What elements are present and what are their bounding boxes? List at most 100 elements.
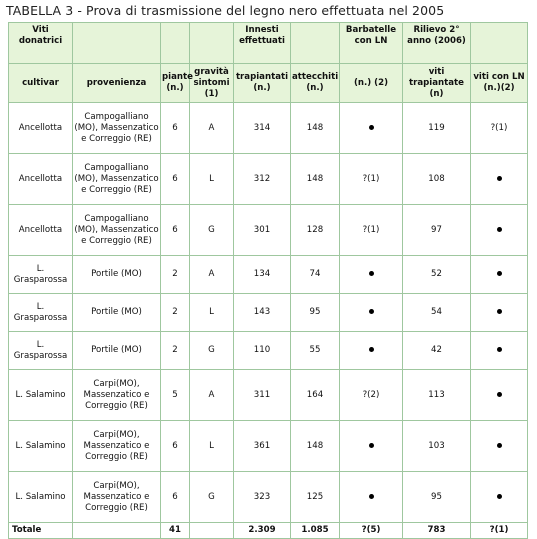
cell-barbatelle — [339, 293, 403, 332]
col-attecchiti: attecchiti (n.) — [290, 63, 340, 103]
cell-barbatelle — [339, 331, 403, 370]
cell-attecchiti: 125 — [290, 471, 340, 523]
cell-viti-trapiantate: 108 — [402, 153, 471, 205]
cell-trapiantati: 323 — [233, 471, 291, 523]
cell-provenienza: Portile (MO) — [72, 255, 161, 294]
cell-viti-con-ln — [470, 204, 528, 256]
totals-attecchiti: 1.085 — [290, 522, 340, 539]
totals-trapiantati: 2.309 — [233, 522, 291, 539]
bullet-dot-icon — [496, 347, 502, 352]
cell-trapiantati: 312 — [233, 153, 291, 205]
cell-trapiantati: 301 — [233, 204, 291, 256]
cell-viti-con-ln — [470, 293, 528, 332]
cell-piante: 6 — [160, 153, 190, 205]
cell-gravita: A — [189, 369, 234, 421]
table-body: Ancellotta Campogalliano (MO), Massenzati… — [8, 102, 528, 523]
col-cultivar: cultivar — [8, 63, 73, 103]
cell-viti-con-ln — [470, 153, 528, 205]
cell-gravita: L — [189, 293, 234, 332]
cell-attecchiti: 95 — [290, 293, 340, 332]
cell-cultivar: L. Salamino — [8, 471, 73, 523]
col-viti-trapiantate: viti trapiantate (n) — [402, 63, 471, 103]
header-empty — [470, 22, 528, 64]
header-rilievo: Rilievo 2° anno (2006) — [402, 22, 471, 64]
header-barbatelle: Barbatelle con LN — [339, 22, 403, 64]
table-row: L. Grasparossa Portile (MO) 2 L 143 95 54 — [8, 293, 528, 332]
cell-barbatelle: ?(1) — [339, 153, 403, 205]
cell-provenienza: Campogalliano (MO), Massenzatico e Corre… — [72, 204, 161, 256]
cell-trapiantati: 110 — [233, 331, 291, 370]
table-caption: TABELLA 3 - Prova di trasmissione del le… — [6, 3, 445, 18]
cell-viti-con-ln: ?(1) — [470, 102, 528, 154]
cell-viti-trapiantate: 42 — [402, 331, 471, 370]
bullet-dot-icon — [496, 493, 502, 499]
cell-viti-trapiantate: 54 — [402, 293, 471, 332]
cell-attecchiti: 148 — [290, 420, 340, 472]
cell-gravita: G — [189, 204, 234, 256]
table-row: L. Grasparossa Portile (MO) 2 G 110 55 42 — [8, 331, 528, 370]
cell-piante: 2 — [160, 293, 190, 332]
cell-provenienza: Portile (MO) — [72, 293, 161, 332]
header-viti-donatrici: Viti donatrici — [8, 22, 73, 64]
cell-cultivar: L. Salamino — [8, 420, 73, 472]
cell-viti-con-ln — [470, 369, 528, 421]
cell-cultivar: L. Salamino — [8, 369, 73, 421]
table-row: L. Grasparossa Portile (MO) 2 A 134 74 52 — [8, 255, 528, 294]
cell-cultivar: Ancellotta — [8, 204, 73, 256]
cell-provenienza: Carpi(MO), Massenzatico e Correggio (RE) — [72, 369, 161, 421]
totals-viti-con-ln: ?(1) — [470, 522, 528, 539]
col-piante: piante (n.) — [160, 63, 193, 103]
bullet-dot-icon — [368, 442, 374, 448]
cell-cultivar: L. Grasparossa — [8, 293, 73, 332]
totals-label: Totale — [8, 522, 73, 539]
bullet-dot-icon — [496, 309, 502, 314]
cell-gravita: L — [189, 153, 234, 205]
bullet-dot-icon — [368, 124, 374, 130]
header-empty — [290, 22, 340, 64]
cell-gravita: G — [189, 471, 234, 523]
totals-empty — [72, 522, 161, 539]
cell-viti-trapiantate: 113 — [402, 369, 471, 421]
bullet-dot-icon — [368, 347, 374, 352]
cell-trapiantati: 143 — [233, 293, 291, 332]
bullet-dot-icon — [496, 391, 502, 397]
group-header-row: Viti donatrici Innesti effettuati Barbat… — [8, 22, 528, 64]
header-empty — [72, 22, 161, 64]
cell-viti-con-ln — [470, 331, 528, 370]
header-empty — [189, 22, 234, 64]
cell-viti-con-ln — [470, 420, 528, 472]
cell-attecchiti: 164 — [290, 369, 340, 421]
data-table: Viti donatrici Innesti effettuati Barbat… — [8, 22, 528, 539]
cell-viti-trapiantate: 119 — [402, 102, 471, 154]
bullet-dot-icon — [496, 175, 502, 181]
cell-attecchiti: 74 — [290, 255, 340, 294]
header-empty — [160, 22, 190, 64]
totals-viti-trapiantate: 783 — [402, 522, 471, 539]
col-provenienza: provenienza — [72, 63, 161, 103]
cell-piante: 2 — [160, 255, 190, 294]
cell-barbatelle — [339, 471, 403, 523]
cell-trapiantati: 311 — [233, 369, 291, 421]
cell-viti-con-ln — [470, 471, 528, 523]
bullet-dot-icon — [368, 493, 374, 499]
cell-trapiantati: 134 — [233, 255, 291, 294]
cell-gravita: G — [189, 331, 234, 370]
cell-trapiantati: 314 — [233, 102, 291, 154]
col-barbatelle-n: (n.) (2) — [339, 63, 403, 103]
cell-cultivar: L. Grasparossa — [8, 331, 73, 370]
cell-gravita: A — [189, 255, 234, 294]
cell-piante: 6 — [160, 102, 190, 154]
cell-piante: 6 — [160, 420, 190, 472]
bullet-dot-icon — [496, 442, 502, 448]
cell-piante: 5 — [160, 369, 190, 421]
bullet-dot-icon — [368, 271, 374, 276]
cell-provenienza: Carpi(MO), Massenzatico e Correggio (RE) — [72, 420, 161, 472]
table-row: Ancellotta Campogalliano (MO), Massenzati… — [8, 102, 528, 154]
bullet-dot-icon — [368, 309, 374, 314]
totals-barbatelle: ?(5) — [339, 522, 403, 539]
cell-barbatelle: ?(1) — [339, 204, 403, 256]
table-row: L. Salamino Carpi(MO), Massenzatico e Cor… — [8, 471, 528, 523]
table-row: Ancellotta Campogalliano (MO), Massenzati… — [8, 153, 528, 205]
cell-gravita: A — [189, 102, 234, 154]
cell-viti-trapiantate: 95 — [402, 471, 471, 523]
